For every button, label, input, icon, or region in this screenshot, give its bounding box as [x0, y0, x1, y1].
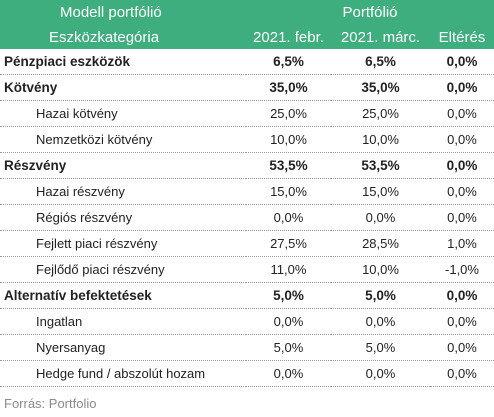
- table-row: Régiós részvény 0,0% 0,0% 0,0%: [0, 204, 494, 231]
- source-note: Forrás: Portfolio: [4, 396, 97, 411]
- table-row: Pénzpiaci eszközök 6,5% 6,5% 0,0%: [0, 49, 494, 75]
- row-diff: -1,0%: [430, 256, 494, 283]
- row-diff: 0,0%: [430, 204, 494, 231]
- row-mar: 0,0%: [331, 204, 430, 231]
- header-asset-category: Eszközkategória: [49, 28, 160, 46]
- row-name: Kötvény: [0, 74, 246, 101]
- row-feb: 0,0%: [246, 204, 331, 231]
- table-row: Hazai kötvény 25,0% 25,0% 0,0%: [0, 100, 494, 127]
- table-body: Pénzpiaci eszközök 6,5% 6,5% 0,0% Kötvén…: [0, 49, 494, 387]
- row-diff: 0,0%: [430, 360, 494, 387]
- row-mar: 28,5%: [331, 230, 430, 257]
- table-header: Modell portfólió Portfólió Eszközkategór…: [0, 0, 494, 49]
- table-row: Alternatív befektetések 5,0% 5,0% 0,0%: [0, 282, 494, 309]
- row-mar: 15,0%: [331, 178, 430, 205]
- table-row: Ingatlan 0,0% 0,0% 0,0%: [0, 308, 494, 335]
- row-diff: 0,0%: [430, 49, 494, 75]
- row-feb: 10,0%: [246, 126, 331, 153]
- row-name: Pénzpiaci eszközök: [0, 49, 246, 75]
- header-row-2: Eszközkategória 2021. febr. 2021. márc. …: [0, 25, 494, 49]
- row-feb: 6,5%: [246, 49, 331, 75]
- row-feb: 35,0%: [246, 74, 331, 101]
- row-feb: 5,0%: [246, 282, 331, 309]
- row-name: Régiós részvény: [0, 204, 246, 231]
- row-name: Ingatlan: [0, 308, 246, 335]
- row-mar: 10,0%: [331, 256, 430, 283]
- table-row: Részvény 53,5% 53,5% 0,0%: [0, 152, 494, 179]
- row-feb: 53,5%: [246, 152, 331, 179]
- portfolio-table: Modell portfólió Portfólió Eszközkategór…: [0, 0, 494, 387]
- table-row: Kötvény 35,0% 35,0% 0,0%: [0, 74, 494, 101]
- row-mar: 0,0%: [331, 308, 430, 335]
- table-row: Nyersanyag 5,0% 5,0% 0,0%: [0, 334, 494, 361]
- header-model-portfolio: Modell portfólió: [60, 4, 162, 21]
- row-feb: 15,0%: [246, 178, 331, 205]
- row-mar: 6,5%: [331, 49, 430, 75]
- header-diff: Eltérés: [438, 28, 486, 46]
- row-feb: 0,0%: [246, 308, 331, 335]
- row-feb: 27,5%: [246, 230, 331, 257]
- row-diff: 0,0%: [430, 152, 494, 179]
- row-name: Nyersanyag: [0, 334, 246, 361]
- row-name: Fejlett piaci részvény: [0, 230, 246, 257]
- row-feb: 11,0%: [246, 256, 331, 283]
- row-diff: 1,0%: [430, 230, 494, 257]
- row-mar: 25,0%: [331, 100, 430, 127]
- row-name: Hedge fund / abszolút hozam: [0, 360, 246, 387]
- header-feb: 2021. febr.: [253, 28, 324, 46]
- row-diff: 0,0%: [430, 126, 494, 153]
- row-name: Fejlődő piaci részvény: [0, 256, 246, 283]
- row-feb: 25,0%: [246, 100, 331, 127]
- header-portfolio: Portfólió: [342, 4, 398, 21]
- row-mar: 35,0%: [331, 74, 430, 101]
- header-row-1: Modell portfólió Portfólió: [0, 0, 494, 25]
- row-mar: 0,0%: [331, 360, 430, 387]
- row-mar: 10,0%: [331, 126, 430, 153]
- row-mar: 5,0%: [331, 334, 430, 361]
- row-name: Részvény: [0, 152, 246, 179]
- row-diff: 0,0%: [430, 334, 494, 361]
- header-mar: 2021. márc.: [340, 28, 421, 46]
- row-name: Hazai részvény: [0, 178, 246, 205]
- row-mar: 53,5%: [331, 152, 430, 179]
- table-row: Fejlett piaci részvény 27,5% 28,5% 1,0%: [0, 230, 494, 257]
- row-mar: 5,0%: [331, 282, 430, 309]
- table-row: Hazai részvény 15,0% 15,0% 0,0%: [0, 178, 494, 205]
- table-row: Nemzetközi kötvény 10,0% 10,0% 0,0%: [0, 126, 494, 153]
- row-diff: 0,0%: [430, 100, 494, 127]
- table-row: Hedge fund / abszolút hozam 0,0% 0,0% 0,…: [0, 360, 494, 387]
- row-diff: 0,0%: [430, 74, 494, 101]
- row-diff: 0,0%: [430, 178, 494, 205]
- row-name: Hazai kötvény: [0, 100, 246, 127]
- row-diff: 0,0%: [430, 282, 494, 309]
- row-name: Nemzetközi kötvény: [0, 126, 246, 153]
- row-feb: 5,0%: [246, 334, 331, 361]
- row-diff: 0,0%: [430, 308, 494, 335]
- row-name: Alternatív befektetések: [0, 282, 246, 309]
- table-row: Fejlődő piaci részvény 11,0% 10,0% -1,0%: [0, 256, 494, 283]
- row-feb: 0,0%: [246, 360, 331, 387]
